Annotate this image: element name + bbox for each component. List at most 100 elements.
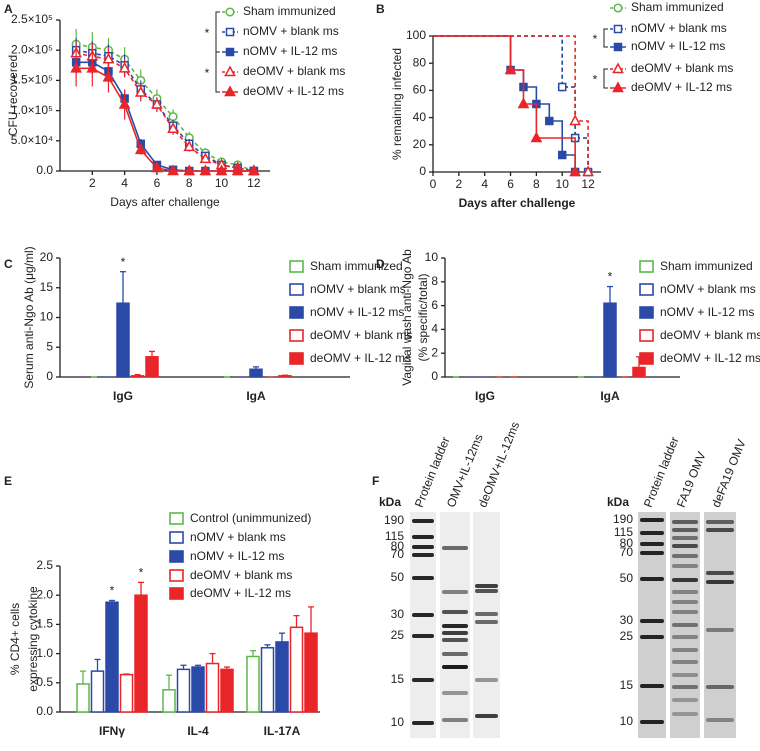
legend-label: nOMV + IL-12 ms <box>243 44 337 58</box>
legend-swatch <box>169 512 184 525</box>
gel-band <box>672 528 698 532</box>
significance-star: * <box>205 26 210 40</box>
marker <box>545 116 554 126</box>
series-line <box>76 67 254 172</box>
marker <box>569 165 582 177</box>
kda-marker: 50 <box>620 571 634 585</box>
legend-swatch <box>169 531 184 544</box>
x-axis-label: Days after challenge <box>110 195 220 209</box>
kda-marker: 15 <box>391 672 405 686</box>
legend-label: nOMV + blank ms <box>310 282 406 296</box>
marker <box>504 63 517 75</box>
gel-band <box>640 619 664 623</box>
y-tick-label: 20 <box>40 250 54 264</box>
legend-label: deOMV + blank ms <box>631 61 733 75</box>
y-tick-label: 8 <box>431 274 438 288</box>
gel-band <box>442 610 468 614</box>
gel-lane <box>638 512 666 738</box>
legend-marker <box>613 42 623 52</box>
kda-marker: 30 <box>620 613 634 627</box>
x-tick-label: 6 <box>154 176 161 190</box>
x-tick-label: 12 <box>247 176 261 190</box>
legend-swatch <box>289 260 304 273</box>
y-tick-label: 80 <box>413 55 427 69</box>
y-axis-label: % CD4+ cells <box>8 603 22 675</box>
gel-band <box>412 678 434 682</box>
gel-band <box>412 613 434 617</box>
legend-label: nOMV + blank ms <box>190 530 286 544</box>
legend-label: Sham immunized <box>243 4 336 18</box>
gel-band <box>672 712 698 716</box>
y-axis-label: Vaginal wash anti-Ngo Ab <box>400 249 414 386</box>
gel-band <box>442 718 468 722</box>
y-tick-label: 0 <box>431 369 438 383</box>
gel-band <box>672 544 698 548</box>
y-axis-label: Serum anti-Ngo Ab (μg/ml) <box>22 246 36 388</box>
y-tick-label: 6 <box>431 298 438 312</box>
legend-label: Sham immunized <box>310 259 403 273</box>
legend-label: nOMV + IL-12 ms <box>190 549 284 563</box>
y-axis-label: expressing cytokine <box>26 586 40 692</box>
marker <box>569 114 582 126</box>
marker <box>557 82 567 92</box>
x-tick-label: IgA <box>600 389 620 403</box>
legend-label: nOMV + blank ms <box>631 21 727 35</box>
gel-band <box>475 584 498 588</box>
x-tick-label: 10 <box>215 176 229 190</box>
legend-label: deOMV + blank ms <box>660 328 760 342</box>
gel-band <box>640 577 664 581</box>
gel-band <box>475 612 498 616</box>
x-tick-label: 6 <box>507 177 514 191</box>
gel-band <box>706 571 734 575</box>
legend-label: nOMV + IL-12 ms <box>631 39 725 53</box>
gel-band <box>672 635 698 639</box>
legend-swatch <box>289 329 304 342</box>
y-tick-label: 10 <box>425 250 439 264</box>
gel-band <box>672 660 698 664</box>
legend-swatch <box>639 306 654 319</box>
y-tick-label: 1.5 <box>36 617 53 631</box>
legend-swatch <box>289 283 304 296</box>
panel-label: B <box>376 2 385 16</box>
bar <box>90 670 105 713</box>
x-tick-label: IFNγ <box>99 724 125 738</box>
gel-band <box>706 685 734 689</box>
gel-band <box>475 678 498 682</box>
gel-unit: kDa <box>379 495 401 509</box>
gel-band <box>672 623 698 627</box>
y-tick-label: 0 <box>46 369 53 383</box>
kda-marker: 15 <box>620 678 634 692</box>
y-tick-label: 4 <box>431 322 438 336</box>
gel-band <box>672 673 698 677</box>
y-tick-label: 2 <box>431 345 438 359</box>
legend-label: Sham immunized <box>631 0 724 14</box>
lane-label: deFA19 OMV <box>709 437 749 509</box>
marker <box>151 97 163 109</box>
kda-marker: 70 <box>391 547 405 561</box>
significance-star: * <box>608 270 613 284</box>
panel-label: C <box>4 257 13 271</box>
gel-band <box>442 691 468 695</box>
gel-band <box>442 665 468 669</box>
gel-band <box>706 628 734 632</box>
y-tick-label: 40 <box>413 110 427 124</box>
legend-label: deOMV + IL-12 ms <box>243 84 344 98</box>
y-tick-label: 5.0×10⁴ <box>11 133 53 147</box>
gel-band <box>672 554 698 558</box>
gel-lane <box>704 512 736 738</box>
x-tick-label: 4 <box>121 176 128 190</box>
gel-band <box>640 542 664 546</box>
gel-band <box>442 624 468 628</box>
x-tick-label: 8 <box>186 176 193 190</box>
gel-band <box>442 546 468 550</box>
bar <box>176 668 191 713</box>
bar <box>76 683 90 713</box>
gel-band <box>640 531 664 535</box>
gel-band <box>706 528 734 532</box>
marker <box>168 112 178 122</box>
gel-band <box>672 610 698 614</box>
bar <box>220 668 234 713</box>
legend-swatch <box>289 306 304 319</box>
y-tick-label: 0.0 <box>36 704 53 718</box>
